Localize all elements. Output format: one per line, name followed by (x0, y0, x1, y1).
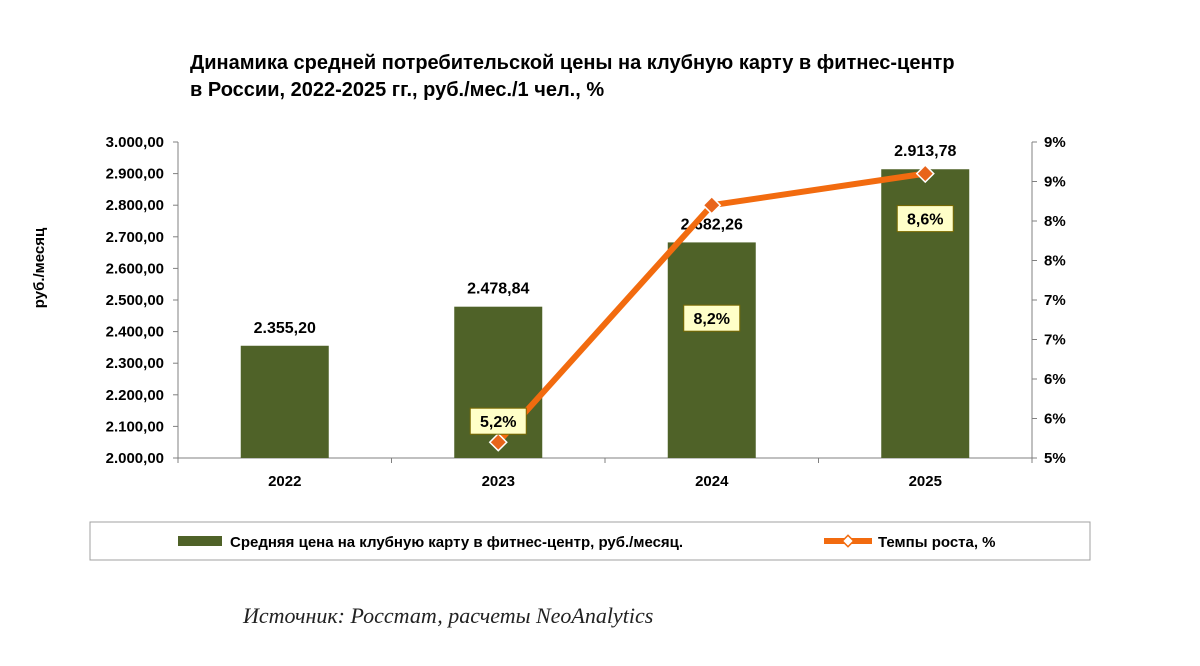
source-note: Источник: Росстат, расчеты NeoAnalytics (243, 603, 654, 628)
y-tick-label-left: 2.300,00 (106, 355, 164, 372)
y-tick-label-left: 2.400,00 (106, 324, 164, 341)
legend: Средняя цена на клубную карту в фитнес-ц… (89, 521, 1091, 561)
y-tick-label-right: 9% (1044, 134, 1066, 151)
bar-value-label: 2.478,84 (467, 281, 529, 298)
legend-line-label: Темпы роста, % (878, 534, 996, 551)
y-tick-label-left: 2.600,00 (106, 260, 164, 277)
growth-value-label: 8,2% (694, 311, 730, 328)
chart-title: Динамика средней потребительской цены на… (190, 50, 1090, 104)
growth-marker (915, 164, 935, 184)
x-tick-label: 2024 (695, 473, 729, 490)
y-tick-label-left: 2.800,00 (106, 197, 164, 214)
growth-label-box (469, 407, 527, 435)
x-tick-label: 2022 (268, 473, 301, 490)
y-tick-label-right: 8% (1044, 213, 1066, 230)
legend-frame (89, 521, 1091, 561)
growth-label-box (896, 205, 954, 233)
legend-bar-swatch (178, 536, 222, 546)
y-tick-label-left: 2.100,00 (106, 418, 164, 435)
y-tick-label-left: 2.000,00 (106, 450, 164, 467)
growth-marker (702, 195, 722, 215)
bar-value-label: 2.913,78 (894, 143, 956, 160)
y-tick-label-left: 2.500,00 (106, 292, 164, 309)
y-tick-label-right: 5% (1044, 450, 1066, 467)
chart-title-line-1: Динамика средней потребительской цены на… (190, 52, 955, 74)
bar-value-label: 2.355,20 (254, 320, 316, 337)
growth-value-label: 8,6% (907, 212, 943, 229)
growth-value-label: 5,2% (480, 414, 516, 431)
bar (240, 345, 329, 458)
growth-label-box (683, 304, 741, 332)
y-tick-label-left: 2.200,00 (106, 387, 164, 404)
x-tick-label: 2023 (482, 473, 515, 490)
y-axis-title: руб./месяц (31, 227, 48, 308)
chart-title-line-2: в России, 2022-2025 гг., руб./мес./1 чел… (190, 79, 605, 101)
y-tick-label-right: 7% (1044, 332, 1066, 349)
legend-line-marker (841, 534, 855, 548)
legend-bar-label: Средняя цена на клубную карту в фитнес-ц… (230, 534, 683, 551)
y-tick-label-right: 7% (1044, 292, 1066, 309)
bar (667, 242, 756, 458)
y-tick-label-right: 8% (1044, 253, 1066, 270)
y-tick-label-right: 6% (1044, 411, 1066, 428)
x-tick-label: 2025 (909, 473, 942, 490)
y-tick-label-right: 6% (1044, 371, 1066, 388)
growth-marker (488, 432, 508, 452)
y-tick-label-right: 9% (1044, 174, 1066, 191)
y-tick-label-left: 3.000,00 (106, 134, 164, 151)
plot-area: 2.000,00 2.100,00 2.200,00 2.300,00 2.400,00… (31, 134, 1066, 490)
y-tick-label-left: 2.700,00 (106, 229, 164, 246)
y-tick-label-left: 2.900,00 (106, 166, 164, 183)
